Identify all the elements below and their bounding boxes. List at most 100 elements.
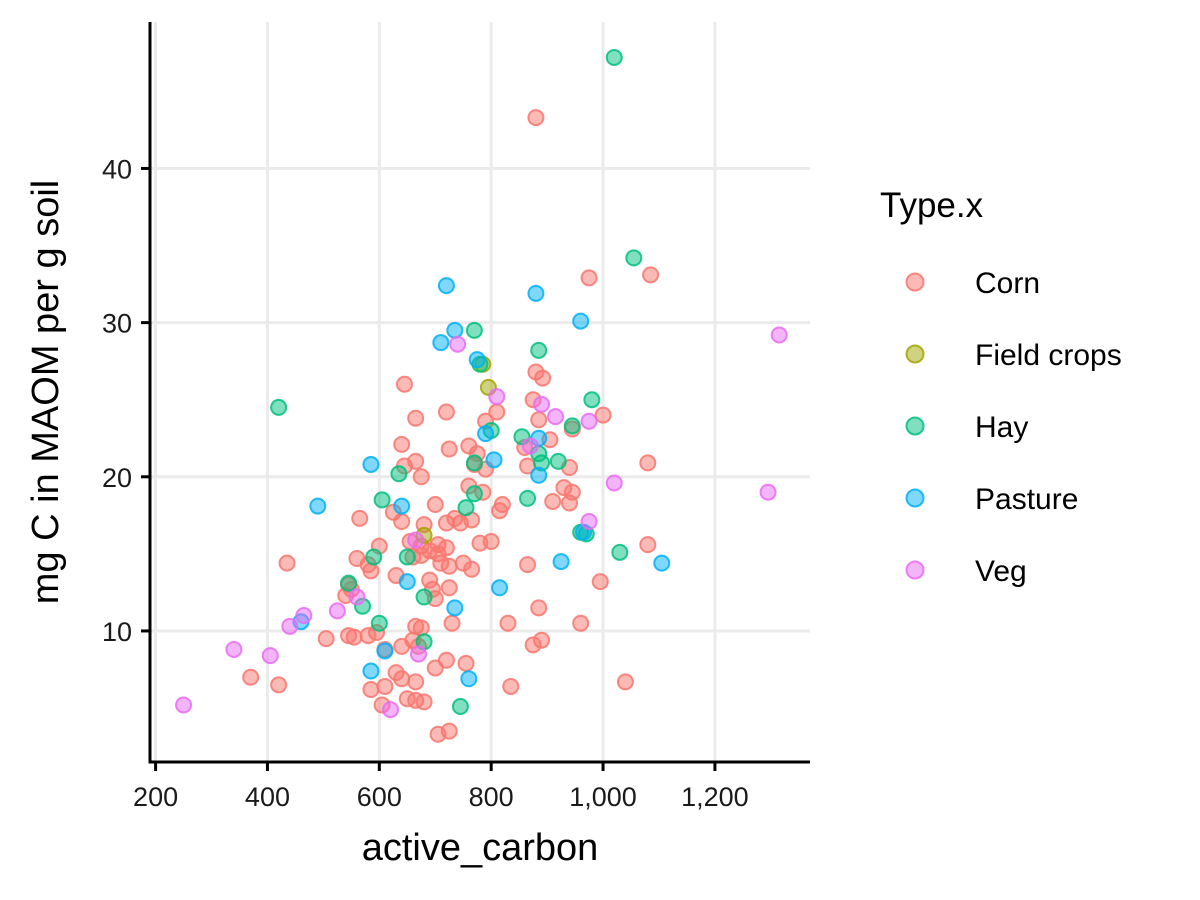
data-point <box>395 375 413 393</box>
data-point <box>563 417 581 435</box>
legend-label: Field crops <box>975 339 1122 372</box>
data-point <box>759 483 777 501</box>
series-veg <box>175 326 788 719</box>
data-point <box>544 492 562 510</box>
data-point <box>407 673 425 691</box>
data-point <box>454 554 472 572</box>
data-point <box>527 284 545 302</box>
data-point <box>533 631 551 649</box>
legend-key <box>905 416 925 436</box>
data-point <box>446 321 464 339</box>
series-hay <box>270 48 643 715</box>
data-point <box>398 548 416 566</box>
data-point <box>465 454 483 472</box>
data-point <box>393 670 411 688</box>
data-point <box>407 409 425 427</box>
data-point <box>373 491 391 509</box>
data-point <box>611 543 629 561</box>
data-point <box>432 334 450 352</box>
data-point <box>382 701 400 719</box>
data-point <box>348 588 366 606</box>
data-point <box>465 485 483 503</box>
data-point <box>485 451 503 469</box>
data-point <box>365 548 383 566</box>
data-point <box>521 437 539 455</box>
grid-lines <box>150 22 810 762</box>
data-point <box>362 455 380 473</box>
data-point <box>451 698 469 715</box>
data-point <box>362 662 380 680</box>
data-point <box>488 388 506 406</box>
x-tick-label: 800 <box>469 782 514 812</box>
data-point <box>345 628 363 646</box>
data-point <box>242 668 260 686</box>
y-axis-title: mg C in MAOM per g soil <box>25 180 67 604</box>
data-point <box>407 531 425 549</box>
data-point <box>460 670 478 688</box>
legend-key <box>905 560 925 580</box>
legend-item-pasture: Pasture <box>905 483 1078 516</box>
data-point <box>591 573 609 591</box>
data-point <box>639 536 657 554</box>
legend-label: Corn <box>975 267 1040 300</box>
data-point <box>547 408 565 426</box>
data-point <box>426 496 444 514</box>
data-point <box>653 554 671 572</box>
data-point <box>437 277 455 295</box>
data-point <box>605 48 623 66</box>
legend-label: Hay <box>975 411 1028 444</box>
legend-key <box>905 488 925 508</box>
data-point <box>426 659 444 677</box>
x-tick-label: 200 <box>133 782 178 812</box>
y-tick-label: 30 <box>102 309 132 339</box>
data-point <box>770 326 788 344</box>
data-point <box>502 677 520 695</box>
data-point <box>270 398 288 416</box>
data-point <box>477 425 495 443</box>
data-point <box>534 369 552 387</box>
data-point <box>437 403 455 421</box>
data-point <box>530 599 548 617</box>
legend-title: Type.x <box>880 186 984 225</box>
data-point <box>572 614 590 632</box>
data-point <box>572 312 590 330</box>
x-tick-label: 400 <box>245 782 290 812</box>
data-point <box>398 573 416 591</box>
data-point <box>409 645 427 663</box>
data-point <box>261 647 279 665</box>
data-point <box>440 557 458 575</box>
data-point <box>370 614 388 632</box>
data-point <box>446 509 464 527</box>
data-point <box>446 599 464 617</box>
data-point <box>552 553 570 571</box>
data-point <box>527 109 545 127</box>
data-points <box>175 48 788 743</box>
legend-item-hay: Hay <box>905 411 1028 444</box>
data-point <box>580 412 598 430</box>
legend-item-veg: Veg <box>905 555 1027 588</box>
data-point <box>376 642 394 660</box>
data-point <box>407 452 425 470</box>
data-point <box>393 497 411 515</box>
data-point <box>225 640 243 658</box>
data-point <box>440 579 458 597</box>
data-point <box>491 579 509 597</box>
data-point <box>639 454 657 472</box>
data-point <box>488 403 506 421</box>
axes: 200 400 600 800 1,000 1,200 10 20 30 40 <box>102 22 810 812</box>
data-point <box>443 614 461 632</box>
legend-label: Veg <box>975 555 1027 588</box>
x-tick-label: 1,000 <box>569 782 637 812</box>
data-point <box>376 677 394 695</box>
data-point <box>295 607 313 625</box>
data-point <box>605 474 623 492</box>
data-point <box>415 588 433 606</box>
data-point <box>549 452 567 470</box>
data-point <box>175 696 193 714</box>
data-point <box>281 617 299 635</box>
data-point <box>317 630 335 648</box>
data-point <box>580 513 598 530</box>
data-point <box>530 341 548 359</box>
data-point <box>457 499 475 517</box>
